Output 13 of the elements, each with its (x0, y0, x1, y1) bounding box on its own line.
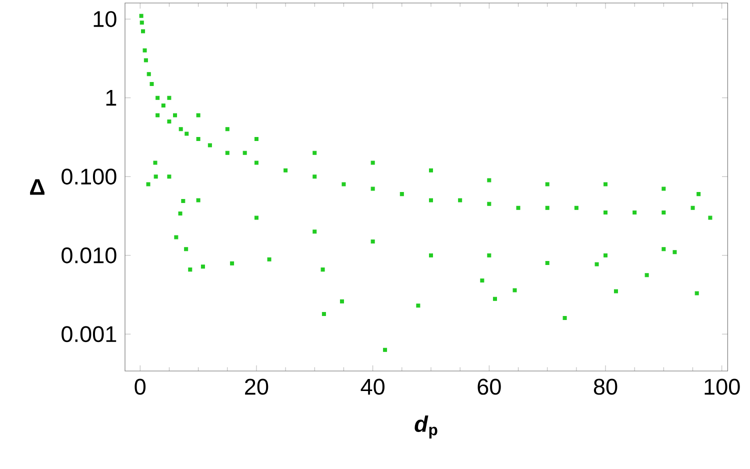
y-tick-label: 0.100 (62, 168, 116, 185)
y-axis-title: Δ (30, 179, 44, 195)
x-tick-label: 20 (245, 378, 268, 395)
y-tick-label: 0.010 (62, 247, 116, 264)
y-tick-label: 1 (106, 90, 116, 106)
x-tick-label: 0 (134, 378, 146, 395)
y-tick-label: 0.001 (62, 326, 116, 342)
x-axis-title: d$_{p}$ (414, 415, 438, 439)
x-tick-label: 100 (704, 378, 740, 395)
y-tick-label: 10 (94, 11, 116, 28)
x-tick-label: 40 (360, 378, 384, 395)
x-tick-label: 60 (478, 378, 501, 395)
x-tick-label: 80 (594, 378, 618, 395)
